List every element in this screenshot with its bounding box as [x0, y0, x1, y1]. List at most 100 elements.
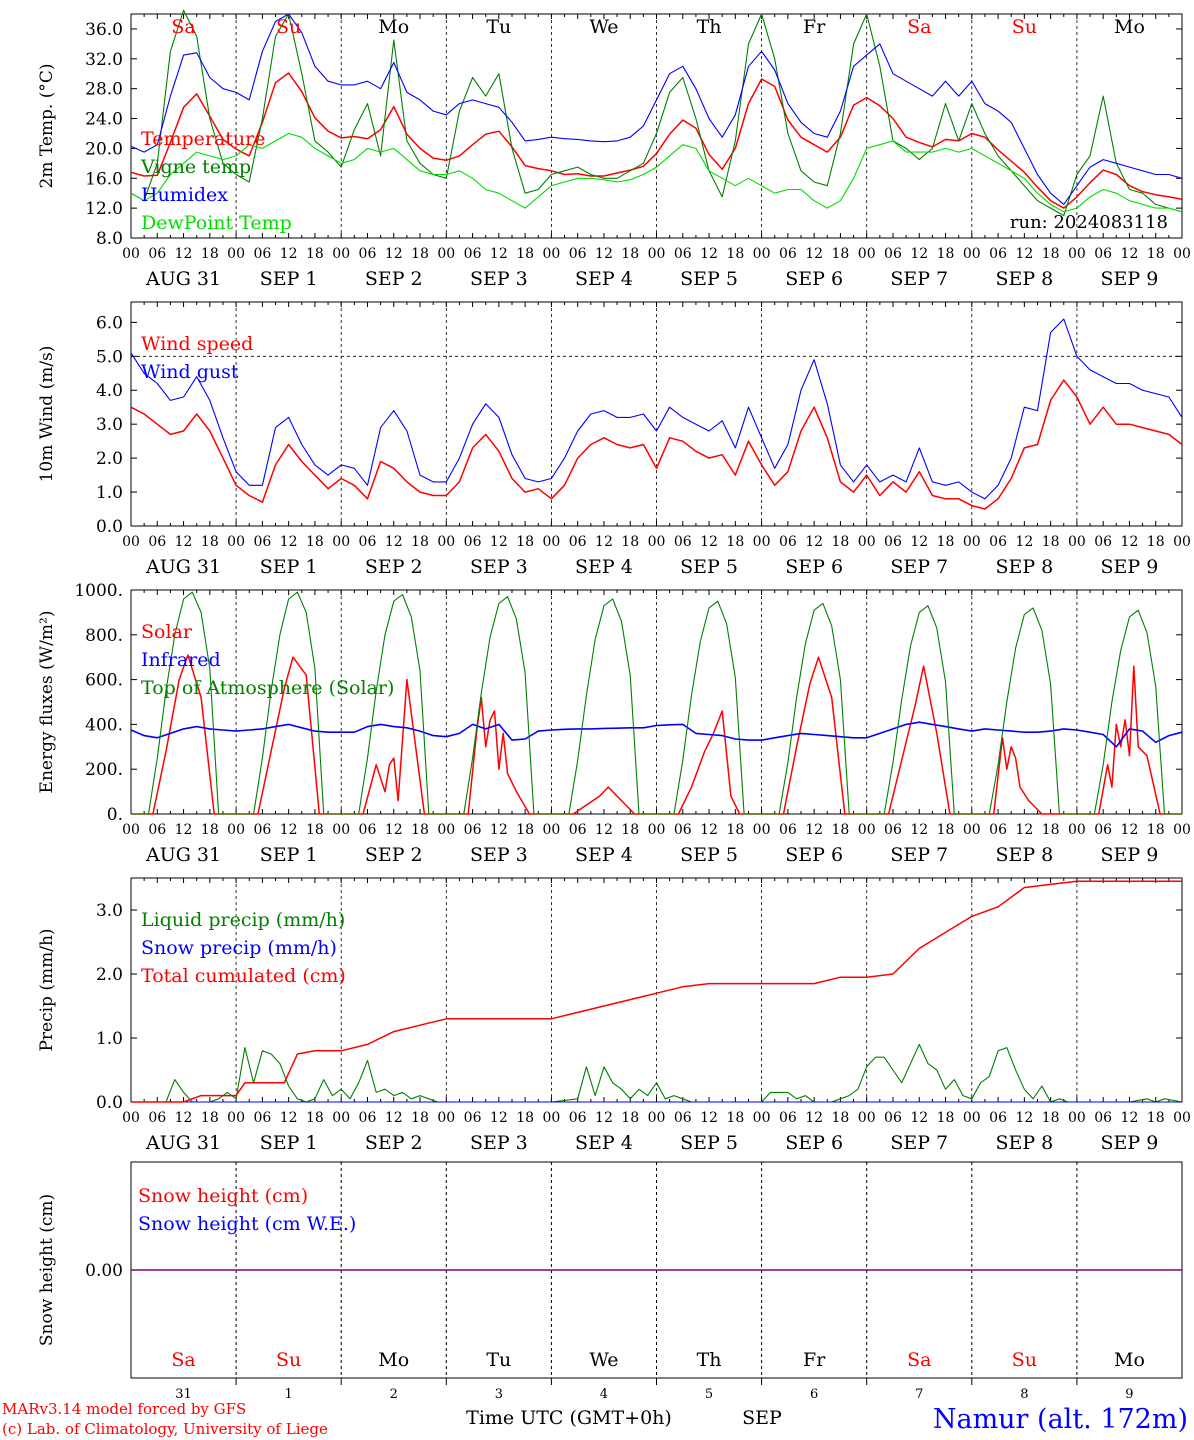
- day-name-label: Th: [697, 16, 722, 38]
- date-label: SEP 9: [1101, 844, 1159, 866]
- date-label: SEP 7: [890, 1132, 948, 1154]
- hour-tick-label: 06: [464, 1110, 482, 1126]
- day-name-label: Sa: [907, 1349, 931, 1371]
- hour-tick-label: 06: [1094, 534, 1112, 550]
- hour-tick-label: 12: [175, 1110, 193, 1126]
- hour-tick-label: 18: [726, 246, 744, 262]
- day-name-label: Sa: [171, 16, 195, 38]
- day-name-label: Sa: [171, 1349, 195, 1371]
- hour-tick-label: 06: [674, 1110, 692, 1126]
- hour-tick-label: 12: [280, 822, 298, 838]
- hour-tick-label: 12: [1121, 246, 1139, 262]
- date-label: SEP 6: [785, 844, 843, 866]
- day-name-label: Su: [1012, 16, 1037, 38]
- hour-tick-label: 18: [937, 534, 955, 550]
- y-tick-label: 0.0: [96, 1093, 123, 1113]
- y-axis-label: Snow height (cm): [37, 1194, 57, 1346]
- hour-tick-label: 06: [148, 246, 166, 262]
- hour-tick-label: 06: [148, 822, 166, 838]
- legend-entry: Top of Atmosphere (Solar): [141, 677, 394, 699]
- hour-tick-label: 12: [700, 1110, 718, 1126]
- hour-tick-label: 00: [542, 822, 560, 838]
- day-name-label: We: [589, 16, 618, 38]
- hour-tick-label: 00: [858, 822, 876, 838]
- hour-tick-label: 18: [726, 822, 744, 838]
- hour-tick-label: 12: [490, 1110, 508, 1126]
- station-name: Namur (alt. 172m): [933, 1404, 1188, 1435]
- hour-tick-label: 06: [884, 822, 902, 838]
- date-label: SEP 2: [365, 268, 423, 290]
- y-tick-label: 1.0: [96, 483, 123, 503]
- hour-tick-label: 18: [1042, 1110, 1060, 1126]
- hour-tick-label: 00: [1068, 246, 1086, 262]
- series-line-red: [130, 379, 1183, 510]
- hour-tick-label: 06: [464, 822, 482, 838]
- day-number-label: 8: [1020, 1387, 1028, 1402]
- hour-tick-label: 12: [1015, 1110, 1033, 1126]
- plot-frame: [130, 589, 1183, 815]
- day-number-label: 4: [600, 1387, 608, 1402]
- date-label: SEP 4: [575, 1132, 633, 1154]
- hour-tick-label: 12: [175, 822, 193, 838]
- hour-tick-label: 18: [1147, 1110, 1165, 1126]
- day-name-label: Mo: [378, 1349, 409, 1371]
- y-tick-label: 24.0: [85, 110, 123, 130]
- day-number-label: 2: [390, 1387, 398, 1402]
- hour-tick-label: 06: [253, 822, 271, 838]
- hour-tick-label: 18: [306, 822, 324, 838]
- legend-entry: Snow height (cm W.E.): [138, 1213, 356, 1235]
- date-label: SEP 4: [575, 844, 633, 866]
- date-label: SEP 7: [890, 268, 948, 290]
- legend-entry: Snow precip (mm/h): [141, 937, 337, 959]
- hour-tick-label: 00: [1068, 534, 1086, 550]
- hour-tick-label: 06: [989, 822, 1007, 838]
- date-label: SEP 3: [470, 844, 528, 866]
- hour-tick-label: 06: [464, 534, 482, 550]
- legend-entry: Vigne temp: [140, 156, 251, 178]
- hour-tick-label: 12: [595, 246, 613, 262]
- hour-tick-label: 06: [779, 822, 797, 838]
- hour-tick-label: 12: [1121, 1110, 1139, 1126]
- hour-tick-label: 06: [989, 1110, 1007, 1126]
- hour-tick-label: 06: [779, 246, 797, 262]
- hour-tick-label: 12: [280, 1110, 298, 1126]
- hour-tick-label: 00: [963, 822, 981, 838]
- hour-tick-label: 06: [253, 246, 271, 262]
- date-label: SEP 7: [890, 556, 948, 578]
- legend-entry: Solar: [141, 621, 193, 643]
- date-label: SEP 1: [260, 556, 318, 578]
- hour-tick-label: 18: [832, 534, 850, 550]
- hour-tick-label: 12: [700, 534, 718, 550]
- legend-entry: Wind speed: [141, 333, 253, 355]
- series-line-blue: [130, 721, 1183, 748]
- day-name-label: Su: [276, 16, 301, 38]
- hour-tick-label: 18: [1042, 822, 1060, 838]
- hour-tick-label: 06: [989, 246, 1007, 262]
- hour-tick-label: 06: [148, 1110, 166, 1126]
- legend-entry: Wind gust: [141, 361, 239, 383]
- hour-tick-label: 12: [595, 822, 613, 838]
- date-label: SEP 6: [785, 1132, 843, 1154]
- day-name-label: Su: [276, 1349, 301, 1371]
- hour-tick-label: 00: [122, 1110, 140, 1126]
- date-label: AUG 31: [145, 844, 221, 866]
- day-name-label: Fr: [803, 1349, 826, 1371]
- hour-tick-label: 00: [227, 822, 245, 838]
- hour-tick-label: 06: [569, 1110, 587, 1126]
- hour-tick-label: 12: [595, 534, 613, 550]
- y-tick-label: 1.0: [96, 1029, 123, 1049]
- hour-tick-label: 12: [1121, 534, 1139, 550]
- day-name-label: Mo: [378, 16, 409, 38]
- hour-tick-label: 12: [1015, 534, 1033, 550]
- y-tick-label: 800.: [85, 626, 123, 646]
- hour-tick-label: 12: [1015, 246, 1033, 262]
- legend-entry: Humidex: [141, 184, 228, 206]
- y-tick-label: 16.0: [85, 169, 123, 189]
- hour-tick-label: 18: [1147, 534, 1165, 550]
- hour-tick-label: 18: [411, 822, 429, 838]
- date-label: SEP 1: [260, 1132, 318, 1154]
- date-label: SEP 9: [1101, 556, 1159, 578]
- hour-tick-label: 18: [1042, 246, 1060, 262]
- hour-tick-label: 12: [1015, 822, 1033, 838]
